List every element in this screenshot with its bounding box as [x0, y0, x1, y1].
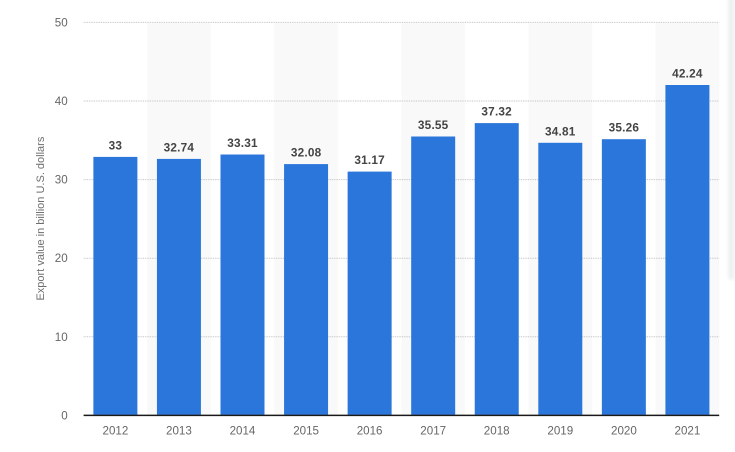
svg-text:40: 40: [55, 95, 68, 108]
svg-text:34.81: 34.81: [545, 124, 576, 138]
svg-text:10: 10: [55, 331, 68, 344]
svg-text:50: 50: [55, 16, 68, 29]
svg-text:30: 30: [55, 174, 68, 187]
svg-text:2019: 2019: [547, 425, 573, 438]
svg-text:33: 33: [109, 138, 123, 152]
svg-text:Export value in billion U.S. d: Export value in billion U.S. dollars: [35, 136, 47, 300]
svg-text:2017: 2017: [420, 425, 446, 438]
svg-text:35.55: 35.55: [418, 118, 449, 132]
svg-text:2021: 2021: [675, 425, 701, 438]
svg-text:2012: 2012: [103, 425, 129, 438]
svg-text:2020: 2020: [611, 425, 637, 438]
svg-text:2015: 2015: [293, 425, 319, 438]
svg-text:37.32: 37.32: [481, 105, 512, 119]
svg-text:20: 20: [55, 252, 68, 265]
svg-text:2016: 2016: [357, 425, 383, 438]
svg-text:31.17: 31.17: [354, 153, 385, 167]
svg-text:35.26: 35.26: [609, 121, 640, 135]
svg-text:32.74: 32.74: [164, 140, 195, 154]
svg-text:0: 0: [61, 409, 67, 422]
svg-text:2013: 2013: [166, 425, 192, 438]
svg-text:42.24: 42.24: [672, 67, 703, 81]
svg-text:32.08: 32.08: [291, 146, 322, 160]
svg-text:2014: 2014: [230, 425, 256, 438]
svg-text:33.31: 33.31: [227, 136, 258, 150]
svg-text:2018: 2018: [484, 425, 510, 438]
